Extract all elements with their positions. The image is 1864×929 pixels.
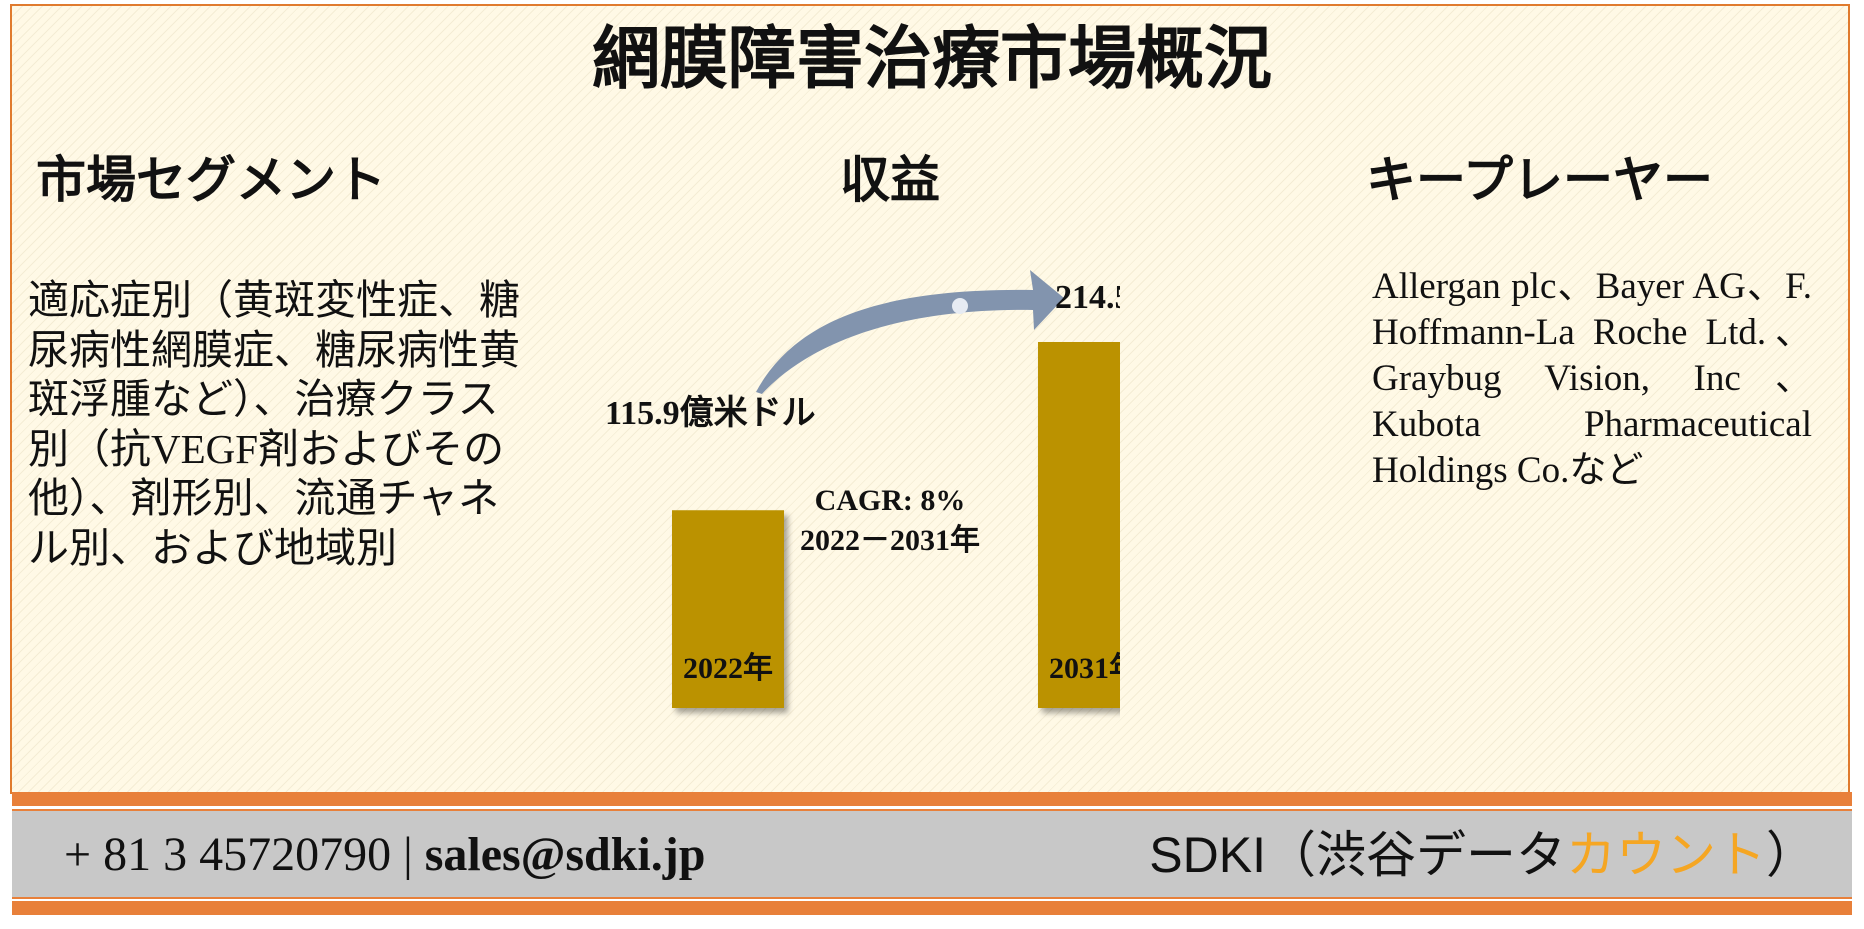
key-players-heading: キープレーヤー [1366, 152, 1713, 208]
revenue-heading: 収益 [840, 152, 940, 208]
footer-bar: + 81 3 45720790 | sales@sdki.jp SDKI（渋谷デ… [12, 809, 1852, 899]
cagr-label: CAGR: 8% [815, 484, 966, 517]
brand-prefix: SDKI（渋谷データ [1149, 827, 1566, 883]
arrow-dot [952, 298, 968, 314]
footer-bottom-stripe [12, 901, 1852, 915]
value-label-2: 214.5億米ドル [1055, 278, 1120, 316]
category-label-1: 2022年 [683, 652, 773, 685]
email-link[interactable]: sales@sdki.jp [424, 828, 706, 881]
brand-accent: カウント [1566, 827, 1766, 883]
brand-name: SDKI（渋谷データカウント） [1149, 825, 1816, 885]
bar-1 [672, 510, 784, 708]
key-players-text: Allergan plc、Bayer AG、F. Hoffmann-La Roc… [1372, 266, 1812, 491]
value-label-1: 115.9億米ドル [605, 394, 816, 432]
contact-info: + 81 3 45720790 | sales@sdki.jp [64, 825, 705, 885]
phone-number: + 81 3 45720790 [64, 828, 392, 881]
cagr-period-label: 2022－2031年 [800, 524, 980, 557]
contact-separator: | [403, 828, 413, 881]
category-label-2: 2031年 [1049, 652, 1120, 685]
revenue-chart: 2022年 2031年 115.9億米ドル 214.5億米ドル CAGR: 8% 2022… [605, 270, 1120, 708]
footer-top-stripe [12, 792, 1852, 806]
segments-heading: 市場セグメント [36, 152, 386, 208]
page-title: 網膜障害治療市場概況 [591, 21, 1272, 97]
infographic-panel [10, 4, 1850, 794]
bar-2 [1038, 342, 1120, 708]
segments-text: 適応症別（黄斑変性症、糖尿病性網膜症、糖尿病性黄斑浮腫など）、治療クラス別（抗V… [28, 277, 520, 572]
growth-arrow [756, 270, 1064, 394]
brand-suffix: ） [1766, 827, 1816, 883]
